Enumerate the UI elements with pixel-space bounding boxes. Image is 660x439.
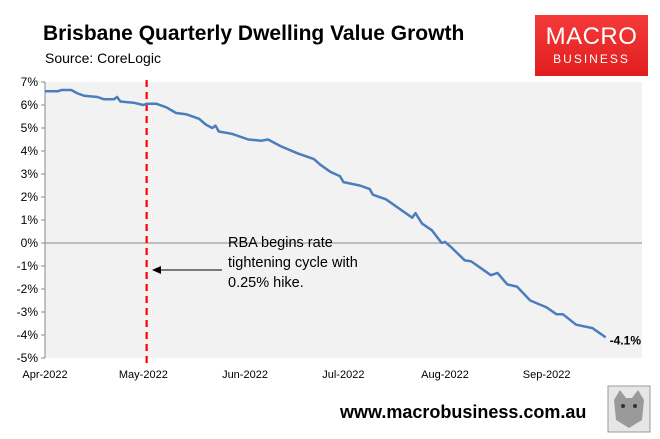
- y-tick-label: 2%: [21, 190, 39, 204]
- end-value-label: -4.1%: [610, 333, 642, 347]
- annotation-text: RBA begins rate tightening cycle with 0.…: [228, 235, 358, 291]
- y-tick-label: -2%: [17, 282, 39, 296]
- series-line: [45, 88, 607, 339]
- y-tick-label: -4%: [17, 328, 39, 342]
- y-tick-label: 5%: [21, 121, 39, 135]
- logo-line1: MACRO: [545, 23, 638, 50]
- y-tick-label: -5%: [17, 351, 39, 365]
- y-tick-label: -3%: [17, 305, 39, 319]
- macrobusiness-logo: MACRO BUSINESS: [535, 15, 648, 76]
- y-tick-label: 4%: [21, 144, 39, 158]
- x-tick-label: Apr-2022: [22, 369, 67, 381]
- y-tick-label: 1%: [21, 213, 39, 227]
- arrow-head-icon: [152, 266, 161, 274]
- y-tick-label: 6%: [21, 98, 39, 112]
- x-tick-label: Sep-2022: [523, 369, 571, 381]
- plot-area: [45, 82, 642, 358]
- y-tick-label: 0%: [21, 236, 39, 250]
- x-tick-label: Jun-2022: [222, 369, 268, 381]
- chart-source: Source: CoreLogic: [45, 50, 161, 66]
- y-tick-label: 3%: [21, 167, 39, 181]
- y-tick-label: -1%: [17, 259, 39, 273]
- x-tick-label: Aug-2022: [421, 369, 469, 381]
- x-tick-label: Jul-2022: [322, 369, 364, 381]
- footer-url[interactable]: www.macrobusiness.com.au: [340, 402, 587, 422]
- y-tick-label: 7%: [21, 75, 39, 89]
- x-tick-label: May-2022: [119, 369, 168, 381]
- logo-line2: BUSINESS: [553, 52, 630, 66]
- chart-title: Brisbane Quarterly Dwelling Value Growth: [43, 22, 465, 45]
- lynx-emblem-icon: [607, 385, 651, 433]
